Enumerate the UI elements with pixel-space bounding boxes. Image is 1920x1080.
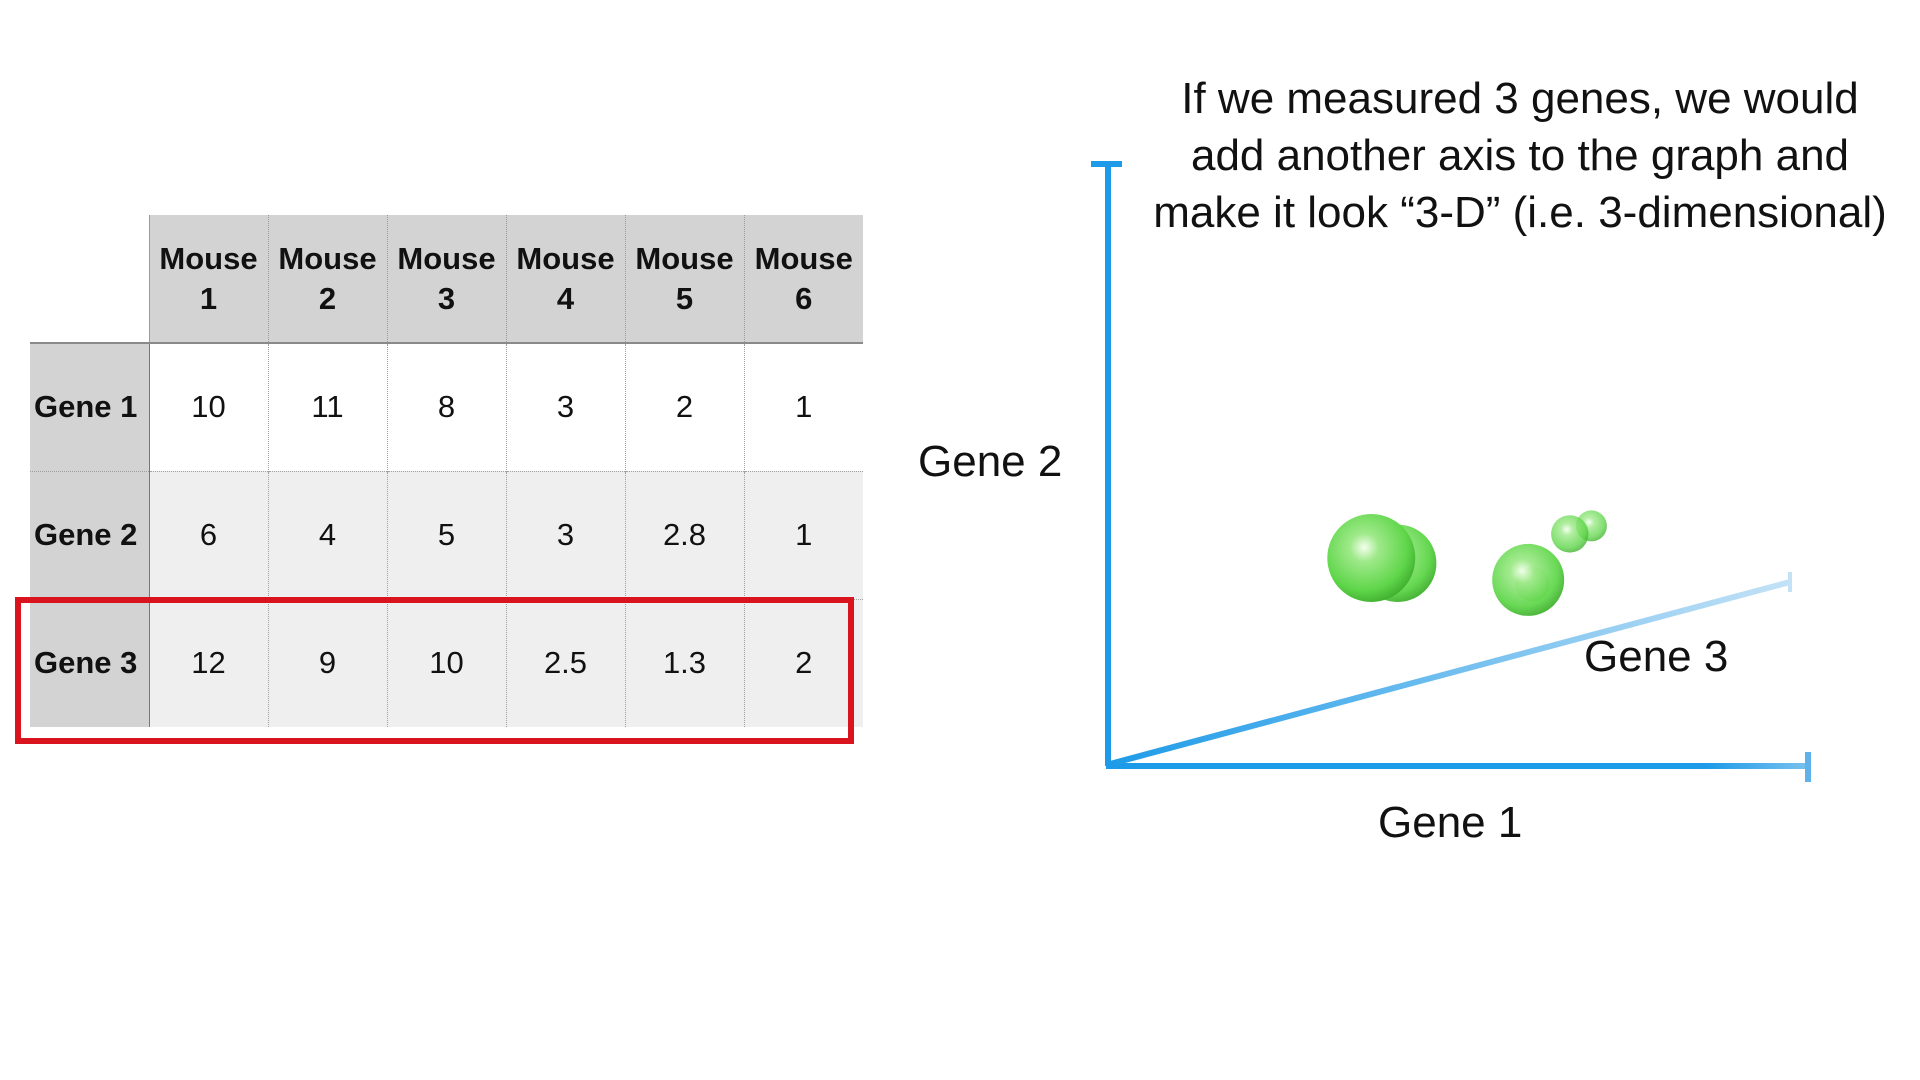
z-axis-label: Gene 3 (1584, 632, 1729, 681)
table-cell: 10 (149, 343, 268, 471)
table-cell: 4 (267, 471, 387, 599)
column-header-mouse-4: Mouse 4 (505, 215, 625, 343)
table-row-gene-1: Gene 1 10 11 8 3 2 1 (30, 343, 863, 471)
explanation-text: If we measured 3 genes, we would add ano… (1153, 74, 1887, 237)
table-cell: 2.5 (505, 599, 625, 727)
table-cell: 6 (149, 471, 268, 599)
chart-axes (1091, 161, 1811, 782)
data-points (1327, 510, 1607, 616)
row-header-gene-2: Gene 2 (30, 471, 150, 599)
table-cell: 3 (505, 343, 625, 471)
row-header-gene-3: Gene 3 (30, 599, 150, 727)
table-corner (30, 215, 149, 343)
table-header-row: Mouse 1 Mouse 2 Mouse 3 Mouse 4 Mouse 5 … (30, 215, 863, 343)
column-header-label: Mouse 4 (516, 240, 615, 316)
row-header-gene-1: Gene 1 (30, 343, 150, 471)
table-cell: 1 (743, 471, 863, 599)
column-header-mouse-1: Mouse 1 (148, 215, 268, 343)
column-header-label: Mouse 2 (278, 240, 377, 316)
table-cell: 1 (743, 343, 863, 471)
table-cell: 1.3 (624, 599, 744, 727)
table-row-gene-3: Gene 3 12 9 10 2.5 1.3 2 (30, 599, 863, 727)
table-cell: 2 (743, 599, 863, 727)
data-point-mouse-4 (1551, 515, 1589, 553)
column-header-label: Mouse 1 (159, 240, 258, 316)
table-cell: 9 (267, 599, 387, 727)
column-header-mouse-5: Mouse 5 (624, 215, 744, 343)
column-header-mouse-2: Mouse 2 (267, 215, 387, 343)
table-cell: 2.8 (624, 471, 744, 599)
table-cell: 3 (505, 471, 625, 599)
data-point-mouse-2 (1492, 543, 1565, 616)
table-row-gene-2: Gene 2 6 4 5 3 2.8 1 (30, 471, 863, 599)
data-point-mouse-1 (1327, 514, 1416, 602)
column-header-label: Mouse 6 (754, 240, 853, 316)
table-cell: 2 (624, 343, 744, 471)
gene-data-table: Mouse 1 Mouse 2 Mouse 3 Mouse 4 Mouse 5 … (30, 215, 863, 727)
z-axis-gene-3 (1109, 579, 1791, 767)
table-cell: 11 (267, 343, 387, 471)
y-axis-label: Gene 2 (918, 437, 1063, 486)
x-axis-label: Gene 1 (1378, 798, 1523, 847)
column-header-mouse-3: Mouse 3 (386, 215, 506, 343)
table-cell: 8 (386, 343, 506, 471)
column-header-label: Mouse 5 (635, 240, 734, 316)
column-header-label: Mouse 3 (397, 240, 496, 316)
table-cell: 5 (386, 471, 506, 599)
table-cell: 12 (149, 599, 268, 727)
table-cell: 10 (386, 599, 506, 727)
column-header-mouse-6: Mouse 6 (743, 215, 863, 343)
